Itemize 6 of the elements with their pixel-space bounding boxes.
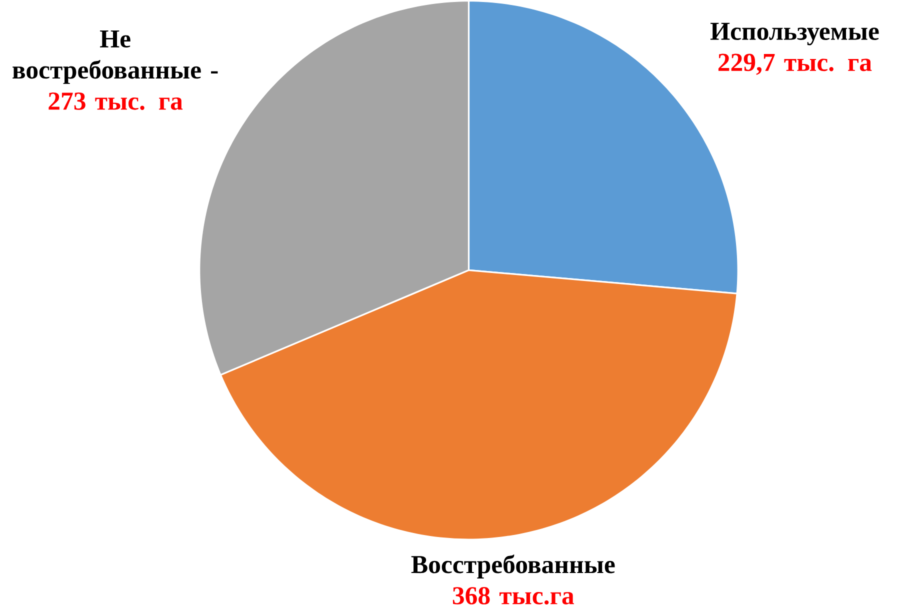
data-label: 273 тыс. га xyxy=(48,92,183,110)
slice-label: Используемые xyxy=(710,23,879,46)
slice-label: Восстребованные xyxy=(411,554,615,579)
slice-label: Не востребованные - xyxy=(12,30,218,84)
data-label: 229,7 тыс. га xyxy=(718,54,872,76)
data-label: 368 тыс.га xyxy=(452,587,574,605)
